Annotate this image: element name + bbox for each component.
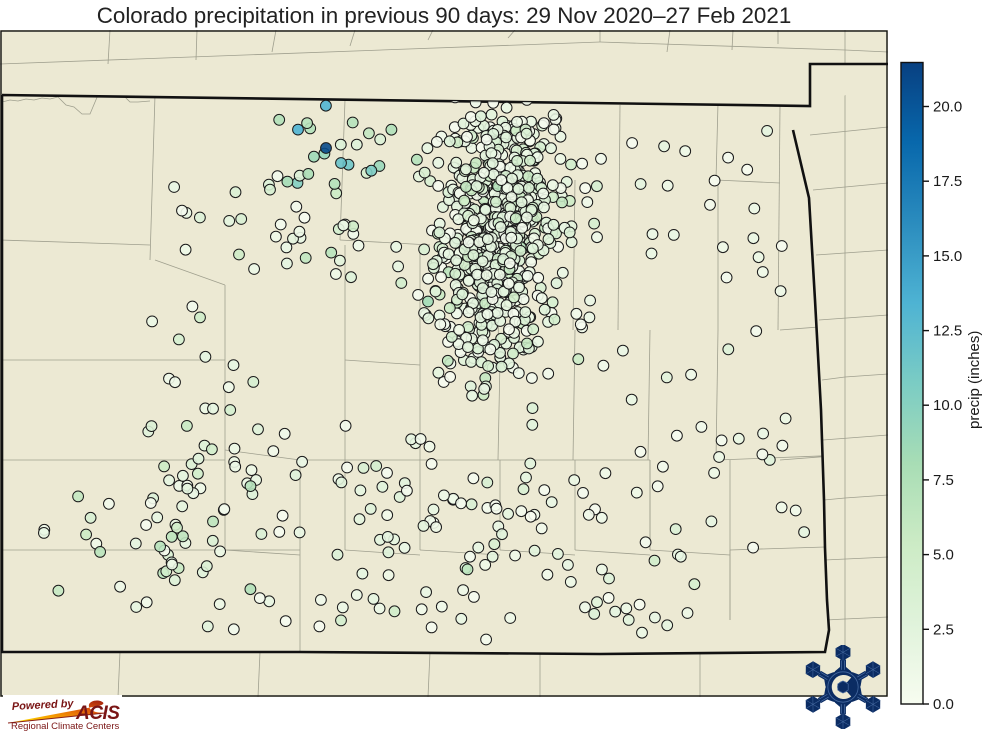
svg-text:20.0: 20.0 (933, 99, 962, 116)
svg-text:2.5: 2.5 (933, 621, 954, 638)
svg-text:5.0: 5.0 (933, 547, 954, 564)
svg-text:Regional Climate Centers: Regional Climate Centers (11, 721, 119, 731)
svg-text:17.5: 17.5 (933, 173, 962, 190)
svg-text:7.5: 7.5 (933, 472, 954, 489)
svg-text:12.5: 12.5 (933, 323, 962, 340)
svg-text:10.0: 10.0 (933, 397, 962, 414)
svg-text:0.0: 0.0 (933, 696, 954, 713)
svg-text:15.0: 15.0 (933, 248, 962, 265)
